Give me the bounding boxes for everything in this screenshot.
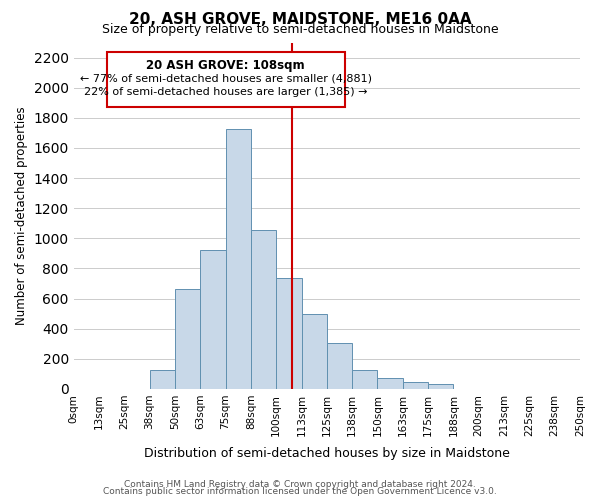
Text: Contains public sector information licensed under the Open Government Licence v3: Contains public sector information licen… bbox=[103, 487, 497, 496]
Bar bbox=[327, 343, 352, 389]
Bar bbox=[352, 370, 377, 389]
Bar bbox=[226, 129, 251, 389]
Text: 22% of semi-detached houses are larger (1,385) →: 22% of semi-detached houses are larger (… bbox=[84, 87, 367, 97]
X-axis label: Distribution of semi-detached houses by size in Maidstone: Distribution of semi-detached houses by … bbox=[144, 447, 510, 460]
Text: 20 ASH GROVE: 108sqm: 20 ASH GROVE: 108sqm bbox=[146, 58, 305, 71]
FancyBboxPatch shape bbox=[107, 52, 344, 108]
Text: Contains HM Land Registry data © Crown copyright and database right 2024.: Contains HM Land Registry data © Crown c… bbox=[124, 480, 476, 489]
Bar bbox=[377, 378, 403, 389]
Text: 20, ASH GROVE, MAIDSTONE, ME16 0AA: 20, ASH GROVE, MAIDSTONE, ME16 0AA bbox=[128, 12, 472, 28]
Bar bbox=[251, 230, 276, 389]
Bar bbox=[200, 250, 226, 389]
Y-axis label: Number of semi-detached properties: Number of semi-detached properties bbox=[15, 106, 28, 325]
Text: ← 77% of semi-detached houses are smaller (4,881): ← 77% of semi-detached houses are smalle… bbox=[80, 74, 371, 84]
Text: Size of property relative to semi-detached houses in Maidstone: Size of property relative to semi-detach… bbox=[101, 22, 499, 36]
Bar bbox=[403, 382, 428, 389]
Bar bbox=[276, 278, 302, 389]
Bar bbox=[175, 288, 200, 389]
Bar bbox=[149, 370, 175, 389]
Bar bbox=[302, 314, 327, 389]
Bar bbox=[428, 384, 454, 389]
